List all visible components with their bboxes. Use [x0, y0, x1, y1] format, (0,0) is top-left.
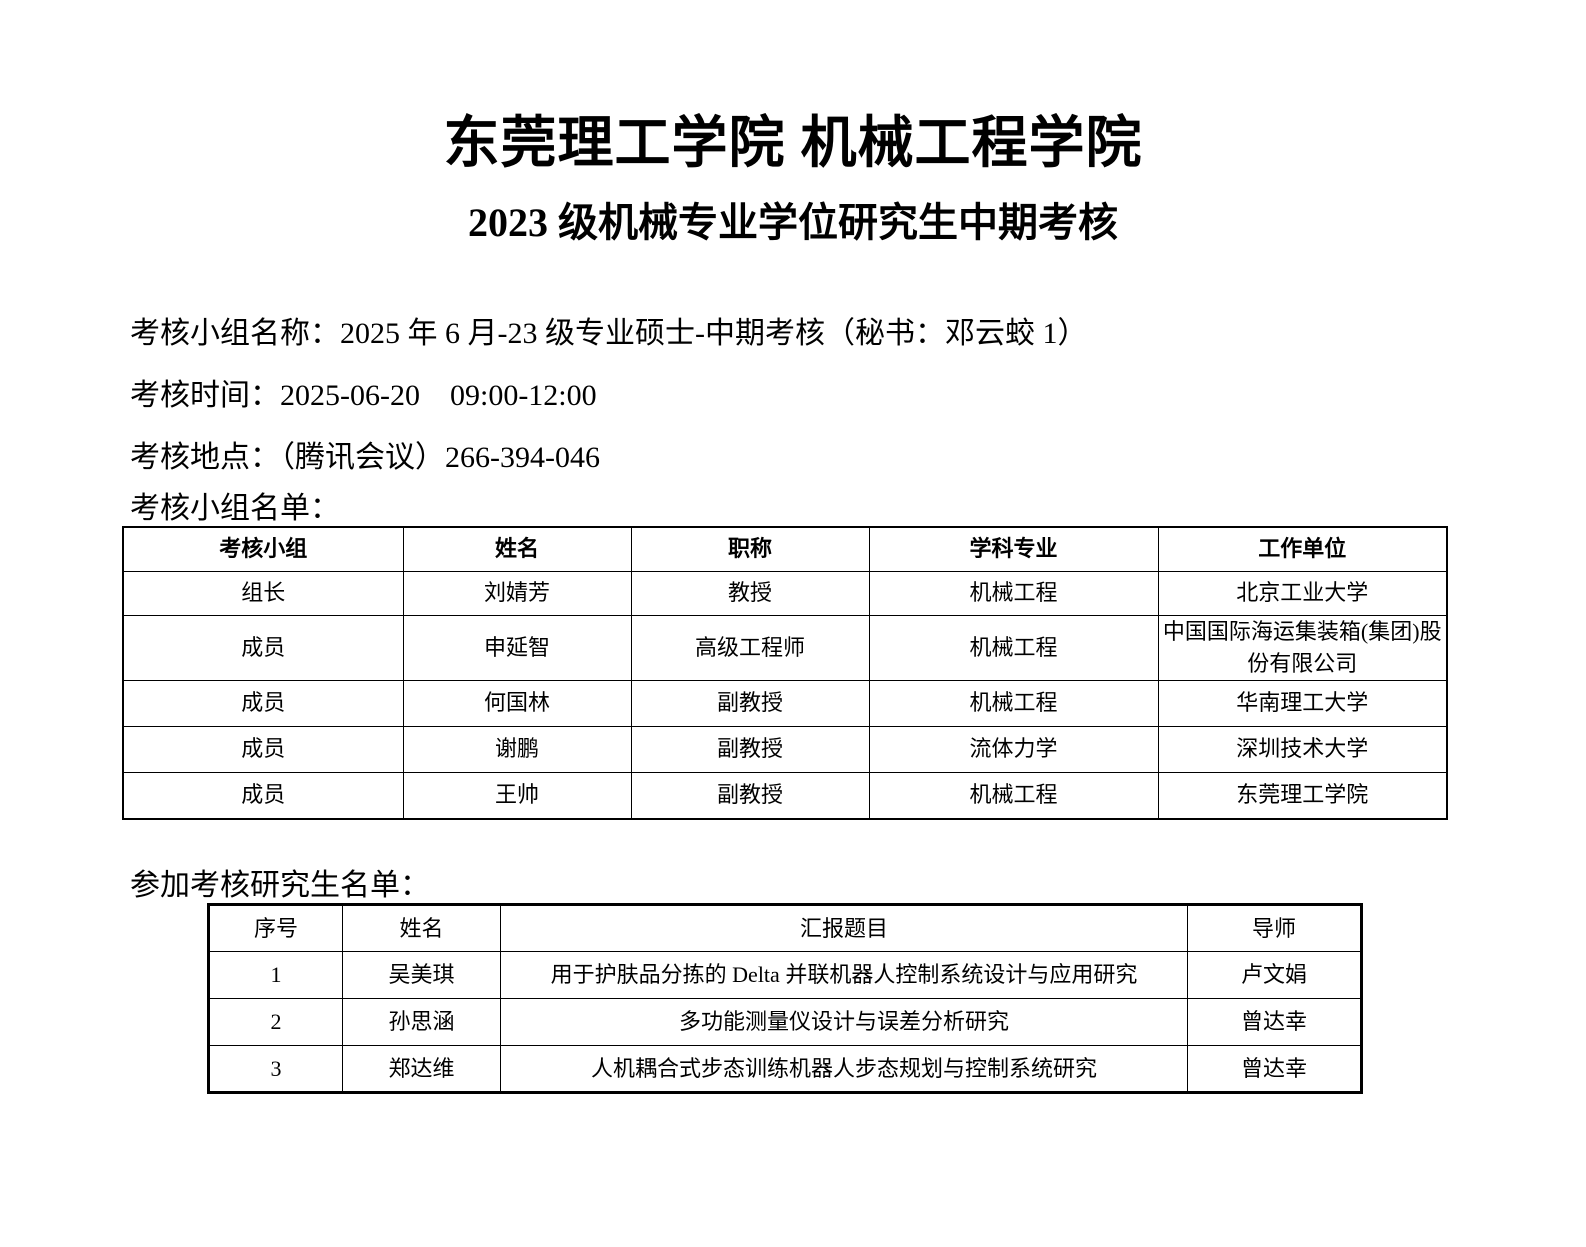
table-row: 组长 刘婧芳 教授 机械工程 北京工业大学	[122, 570, 1448, 616]
table-cell: 副教授	[630, 771, 870, 820]
table-cell: 深圳技术大学	[1157, 725, 1448, 773]
table-cell: 成员	[122, 771, 404, 820]
students-table: 序号 姓名 汇报题目 导师 1 吴美琪 用于护肤品分拣的 Delta 并联机器人控制系统设…	[207, 903, 1363, 1094]
table-row: 1 吴美琪 用于护肤品分拣的 Delta 并联机器人控制系统设计与应用研究 卢文娟	[208, 951, 1362, 999]
table-cell: 多功能测量仪设计与误差分析研究	[500, 998, 1188, 1046]
table-row: 成员 王帅 副教授 机械工程 东莞理工学院	[122, 771, 1448, 820]
students-heading: 参加考核研究生名单：	[130, 869, 430, 902]
table-cell: 北京工业大学	[1157, 570, 1448, 616]
table-row: 2 孙思涵 多功能测量仪设计与误差分析研究 曾达幸	[208, 998, 1362, 1046]
table-cell: 1	[208, 951, 343, 999]
table-row: 成员 谢鹏 副教授 流体力学 深圳技术大学	[122, 725, 1448, 773]
table-cell: 机械工程	[868, 570, 1159, 616]
table-cell: 谢鹏	[402, 725, 632, 773]
column-header: 汇报题目	[500, 904, 1188, 952]
table-cell: 教授	[630, 570, 870, 616]
table-cell: 华南理工大学	[1157, 679, 1448, 727]
table-cell: 卢文娟	[1187, 951, 1362, 999]
table-cell: 机械工程	[868, 771, 1159, 820]
table-cell: 3	[208, 1045, 343, 1093]
column-header: 工作单位	[1157, 526, 1448, 572]
table-cell: 孙思涵	[342, 998, 501, 1046]
table-cell: 用于护肤品分拣的 Delta 并联机器人控制系统设计与应用研究	[500, 951, 1188, 999]
column-header: 姓名	[402, 526, 632, 572]
table-cell: 吴美琪	[342, 951, 501, 999]
table-cell: 何国林	[402, 679, 632, 727]
column-header: 考核小组	[122, 526, 404, 572]
column-header: 职称	[630, 526, 870, 572]
table-cell: 高级工程师	[630, 614, 870, 681]
page-title: 东莞理工学院 机械工程学院	[443, 113, 1143, 175]
table-cell: 申延智	[402, 614, 632, 681]
table-cell: 2	[208, 998, 343, 1046]
table-cell: 成员	[122, 725, 404, 773]
table-cell: 副教授	[630, 725, 870, 773]
members-heading: 考核小组名单：	[130, 492, 340, 525]
column-header: 学科专业	[868, 526, 1159, 572]
table-row: 3 郑达维 人机耦合式步态训练机器人步态规划与控制系统研究 曾达幸	[208, 1045, 1362, 1093]
table-row: 成员 何国林 副教授 机械工程 华南理工大学	[122, 679, 1448, 727]
column-header: 导师	[1187, 904, 1362, 952]
table-row: 成员 申延智 高级工程师 机械工程 中国国际海运集装箱(集团)股份有限公司	[122, 614, 1448, 681]
table-cell: 中国国际海运集装箱(集团)股份有限公司	[1157, 614, 1448, 681]
table-cell: 刘婧芳	[402, 570, 632, 616]
table-cell: 东莞理工学院	[1157, 771, 1448, 820]
table-cell: 郑达维	[342, 1045, 501, 1093]
column-header: 姓名	[342, 904, 501, 952]
page-subtitle: 2023 级机械专业学位研究生中期考核	[468, 200, 1118, 245]
table-cell: 成员	[122, 614, 404, 681]
members-table: 考核小组 姓名 职称 学科专业 工作单位 组长 刘婧芳 教授 机械工程 北京工业大学 成员 申延智高…	[122, 526, 1448, 820]
column-header: 序号	[208, 904, 343, 952]
table-cell: 曾达幸	[1187, 1045, 1362, 1093]
table-cell: 成员	[122, 679, 404, 727]
table-cell: 曾达幸	[1187, 998, 1362, 1046]
table-cell: 王帅	[402, 771, 632, 820]
table-cell: 人机耦合式步态训练机器人步态规划与控制系统研究	[500, 1045, 1188, 1093]
table-header-row: 序号 姓名 汇报题目 导师	[208, 904, 1362, 952]
table-cell: 机械工程	[868, 679, 1159, 727]
table-cell: 组长	[122, 570, 404, 616]
group-name: 考核小组名称：2025 年 6 月-23 级专业硕士-中期考核（秘书：邓云蛟 1…	[130, 317, 1088, 350]
table-header-row: 考核小组 姓名 职称 学科专业 工作单位	[122, 526, 1448, 572]
exam-location: 考核地点：（腾讯会议）266-394-046	[130, 441, 600, 474]
exam-time: 考核时间：2025-06-20 09:00-12:00	[130, 379, 597, 412]
table-cell: 机械工程	[868, 614, 1159, 681]
table-cell: 副教授	[630, 679, 870, 727]
table-cell: 流体力学	[868, 725, 1159, 773]
